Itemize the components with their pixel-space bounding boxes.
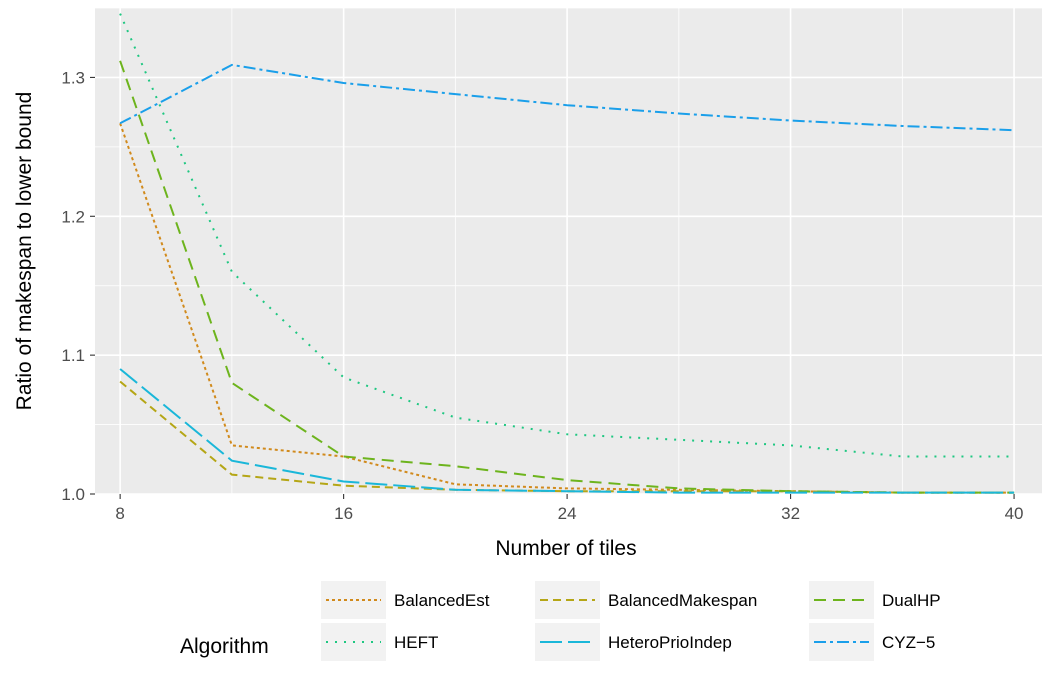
y-tick-label: 1.2 bbox=[61, 207, 85, 226]
legend: Algorithm BalancedEst BalancedMakespan Dua… bbox=[180, 581, 941, 661]
legend-keys: BalancedEst BalancedMakespan DualHP HEFT Het… bbox=[321, 581, 941, 661]
y-axis: 1.0 1.1 1.2 1.3 bbox=[61, 68, 95, 504]
legend-title: Algorithm bbox=[180, 635, 269, 658]
y-axis-title: Ratio of makespan to lower bound bbox=[13, 92, 36, 411]
x-tick-label: 16 bbox=[334, 504, 353, 523]
series-line-heft bbox=[119, 13, 1015, 458]
legend-label-heft: HEFT bbox=[394, 633, 438, 652]
plot-panel bbox=[95, 8, 1042, 494]
y-tick-label: 1.3 bbox=[61, 68, 85, 87]
legend-label-dualhp: DualHP bbox=[882, 591, 941, 610]
legend-label-heteroprioindep: HeteroPrioIndep bbox=[608, 633, 732, 652]
major-grid bbox=[95, 8, 1042, 495]
x-axis: 8 16 24 32 40 bbox=[115, 494, 1024, 523]
x-tick-label: 24 bbox=[558, 504, 577, 523]
legend-label-balancedmakespan: BalancedMakespan bbox=[608, 591, 757, 610]
x-tick-label: 40 bbox=[1005, 504, 1024, 523]
series-line-dualhp bbox=[119, 60, 1015, 494]
y-tick-label: 1.1 bbox=[61, 346, 85, 365]
x-axis-title: Number of tiles bbox=[495, 537, 636, 560]
y-tick-label: 1.0 bbox=[61, 485, 85, 504]
legend-label-cyz-5: CYZ−5 bbox=[882, 633, 935, 652]
x-tick-label: 8 bbox=[115, 504, 124, 523]
x-tick-label: 32 bbox=[781, 504, 800, 523]
minor-grid bbox=[95, 7, 1042, 494]
series-line-heteroprioindep bbox=[119, 368, 1015, 494]
series-layer bbox=[119, 13, 1015, 494]
legend-label-balancedest: BalancedEst bbox=[394, 591, 490, 610]
series-line-cyz-5 bbox=[119, 63, 1015, 132]
